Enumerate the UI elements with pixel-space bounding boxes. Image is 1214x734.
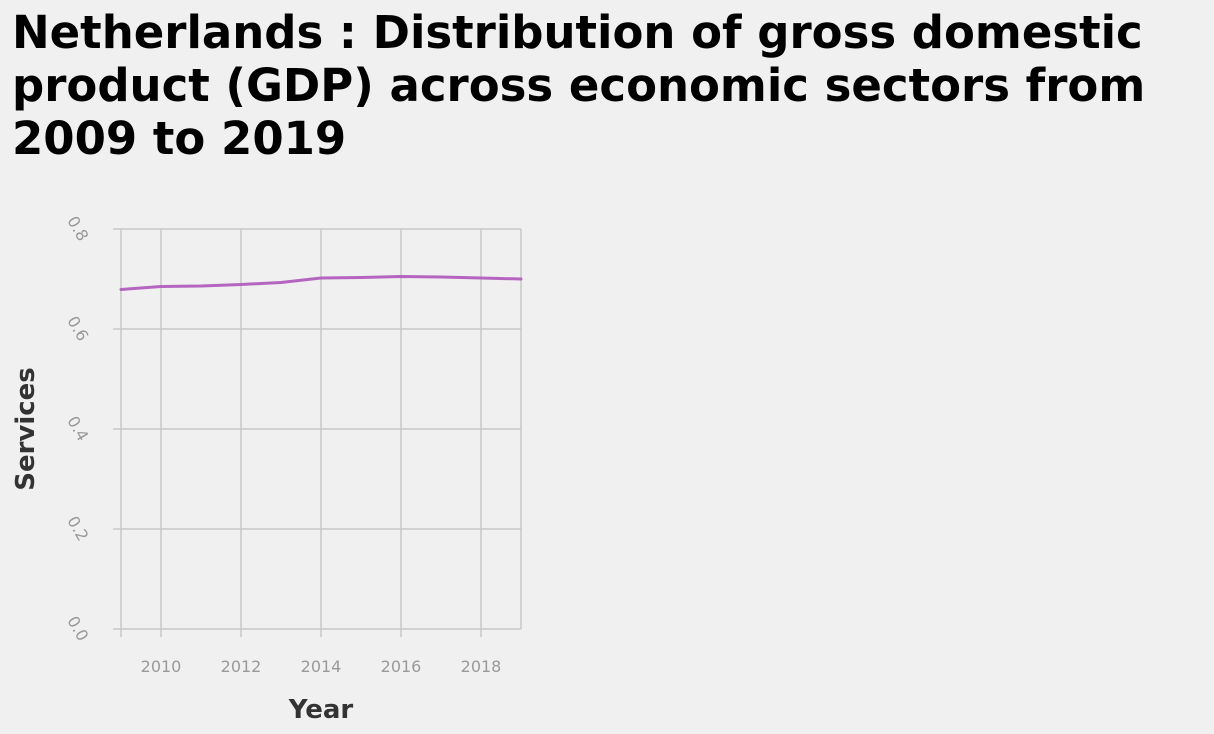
y-tick-label: 0.4 [63,413,92,445]
series [119,275,523,291]
x-axis-label: Year [288,695,354,725]
chart-title: Netherlands : Distribution of gross dome… [12,6,1146,165]
y-tick-label: 0.0 [63,613,92,645]
x-tick-label: 2016 [381,657,422,676]
y-tick-label: 0.6 [63,313,92,345]
x-tick-label: 2014 [301,657,342,676]
y-tick-label: 0.2 [63,513,92,545]
series-line-services [119,275,523,291]
y-axis-label: Services [11,367,41,491]
x-tick-label: 2010 [141,657,182,676]
x-tick-label: 2012 [221,657,262,676]
y-tick-label: 0.8 [63,213,92,245]
x-tick-label: 2018 [461,657,502,676]
grid [113,228,522,637]
